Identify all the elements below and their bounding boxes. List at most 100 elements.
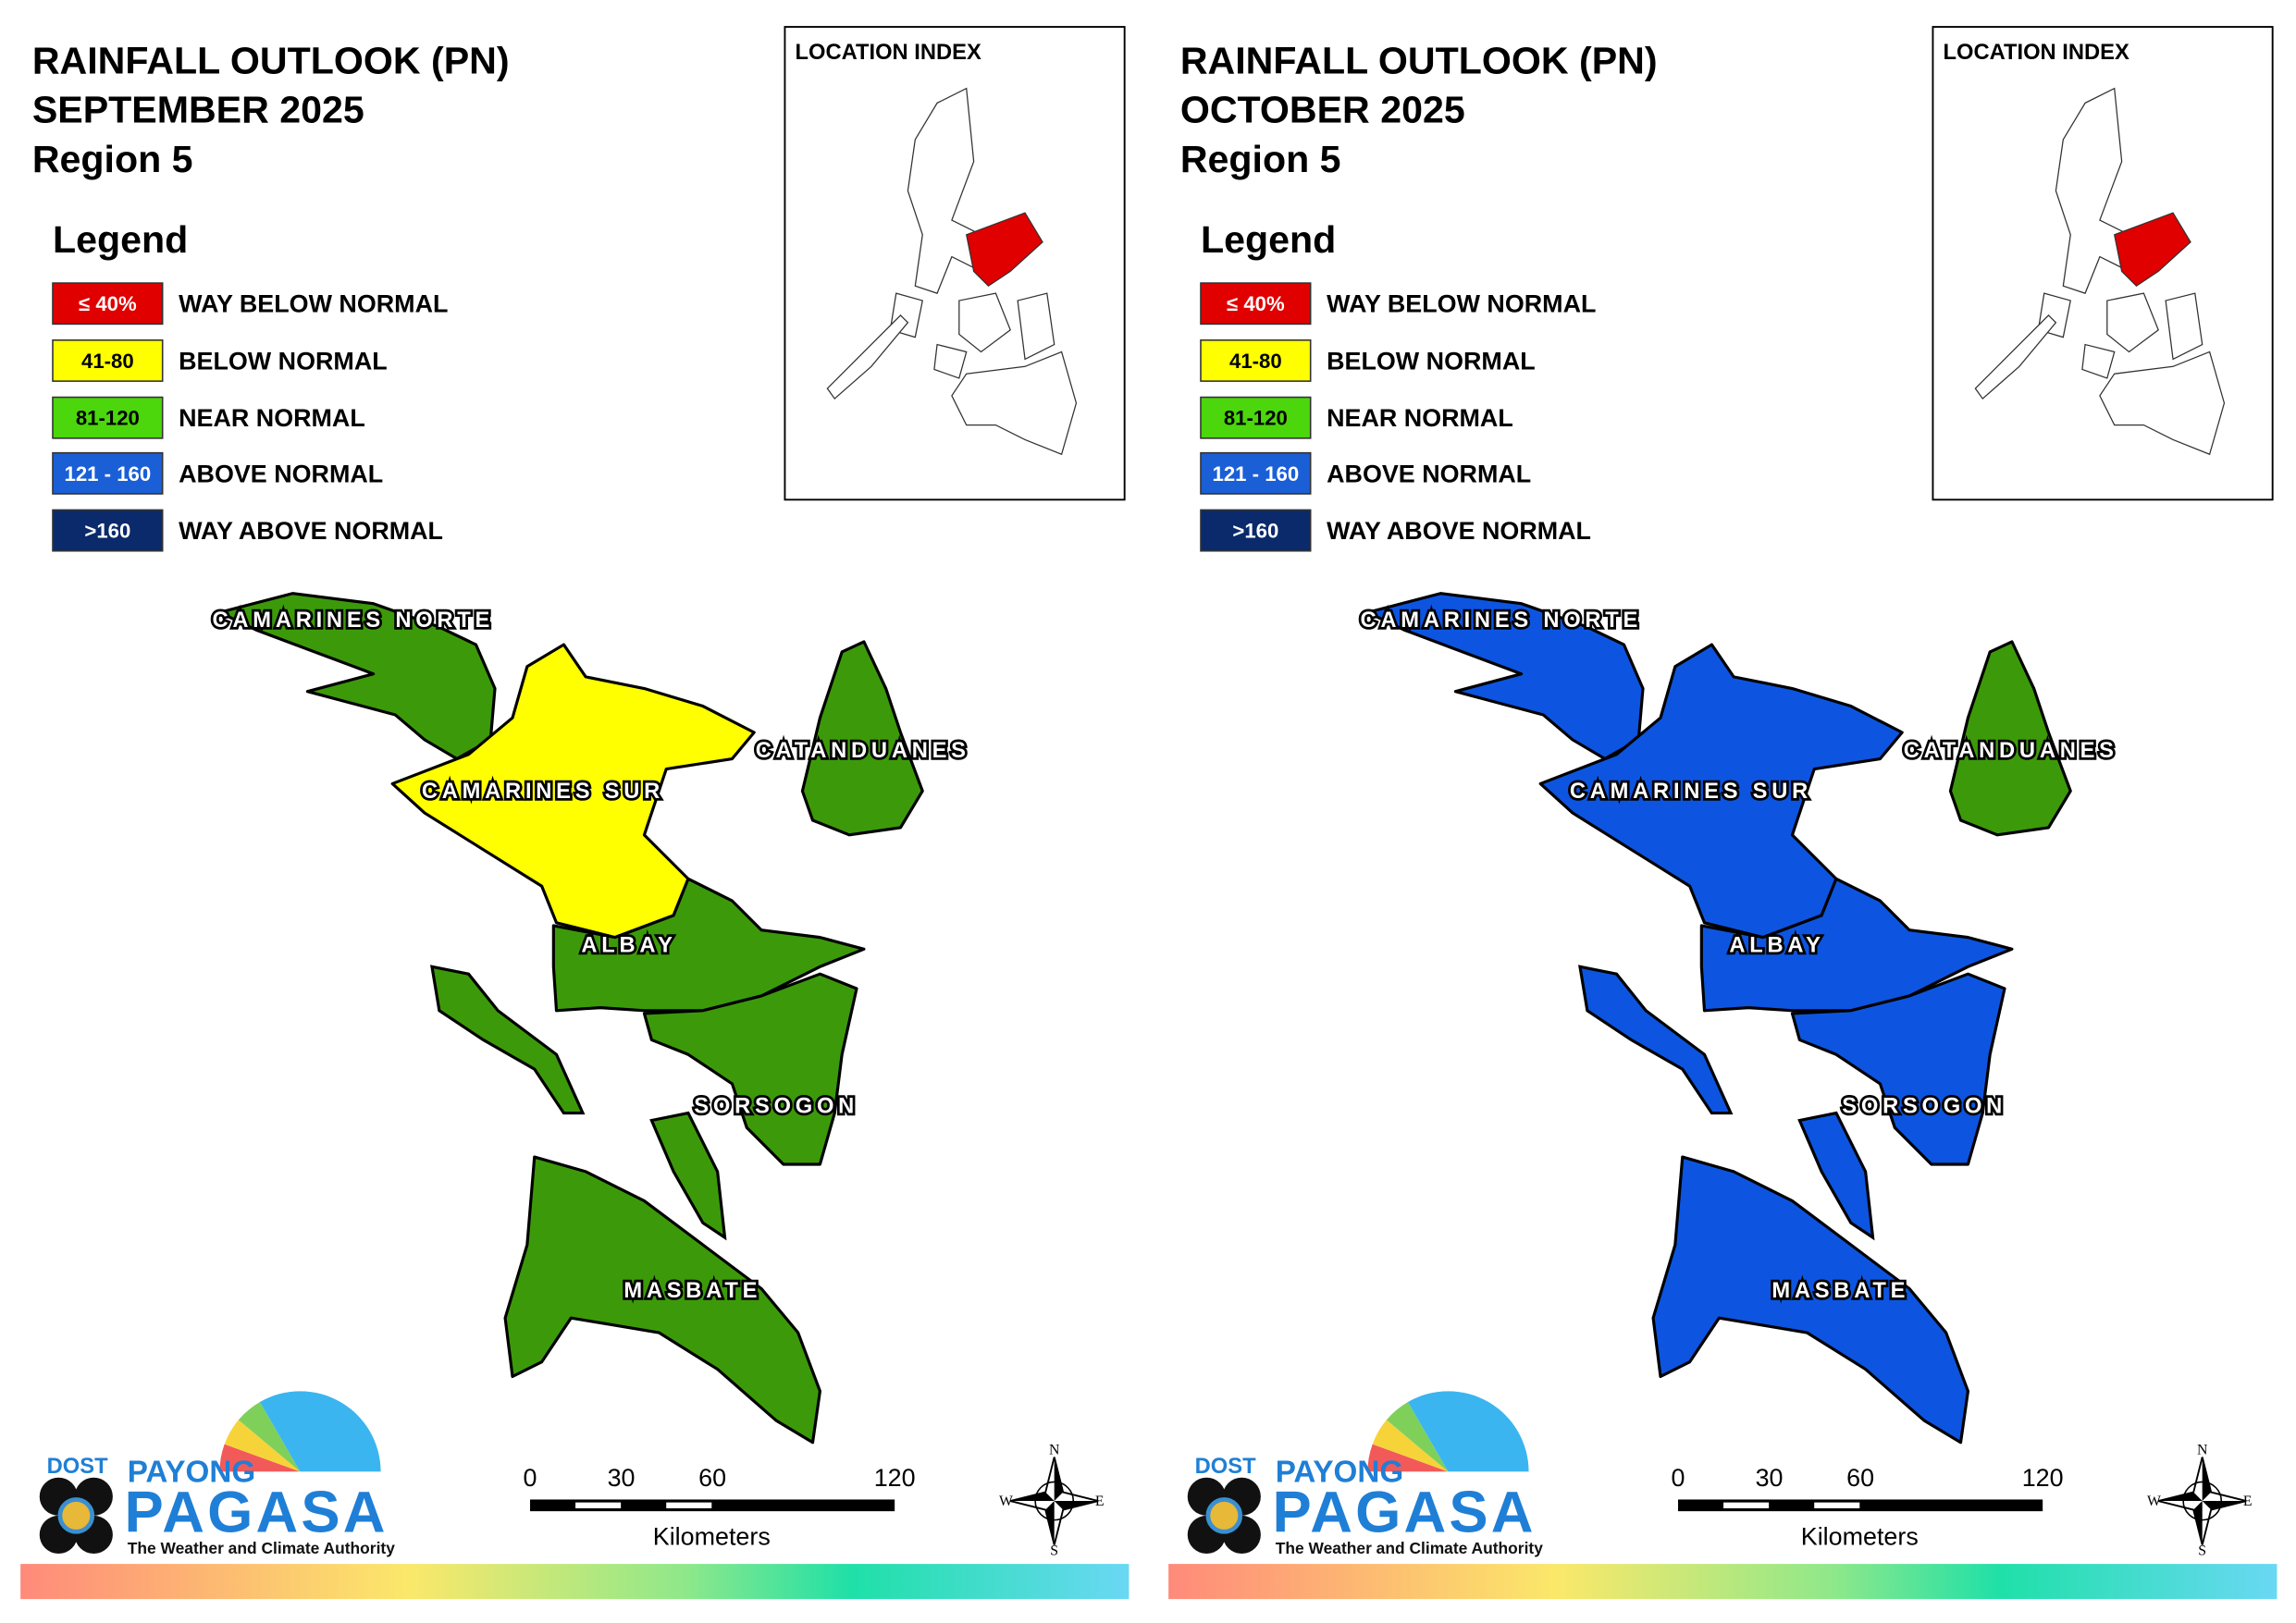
compass-letter: W [2147, 1494, 2161, 1509]
scale-tick-label: 30 [1756, 1464, 1784, 1492]
legend-swatch [52, 396, 164, 439]
scale-tick-label: 60 [698, 1464, 726, 1492]
legend-range: 81-120 [1224, 407, 1288, 430]
legend-range: 81-120 [76, 407, 140, 430]
color-strip [1168, 1564, 2277, 1600]
logo-agency: DOST [1195, 1455, 1256, 1479]
province-label: ALBAY [581, 933, 676, 957]
compass-letter: N [2197, 1442, 2208, 1457]
scale-tick-label: 120 [2022, 1464, 2064, 1492]
province [1699, 877, 2014, 1013]
scale-segment [666, 1502, 712, 1508]
legend-range: 121 - 160 [1213, 462, 1300, 486]
compass-letter: N [1049, 1442, 1060, 1457]
scale-segment [575, 1502, 622, 1508]
province [1790, 972, 2006, 1166]
legend-swatch [52, 509, 164, 552]
title-line: RAINFALL OUTLOOK (PN) [32, 40, 510, 82]
province-label: MASBATE [1771, 1279, 1909, 1303]
province-label: CATANDUANES [1904, 739, 2118, 763]
country-outline [1017, 292, 1055, 361]
province-label: CAMARINES NORTE [1361, 609, 1643, 633]
country-outline [1974, 314, 2057, 400]
province [1948, 640, 2072, 837]
province [217, 592, 497, 761]
compass-letter: E [1095, 1494, 1105, 1509]
region-highlight [965, 212, 1043, 288]
legend-label: ABOVE NORMAL [179, 460, 383, 487]
province-label: ALBAY [1729, 933, 1824, 957]
province [390, 643, 756, 940]
compass-ring [2182, 1481, 2223, 1521]
legend-range: ≤ 40% [1227, 292, 1285, 315]
country-outline [933, 343, 968, 379]
logo-mask [216, 1471, 393, 1560]
panel: RAINFALL OUTLOOK (PN) SEPTEMBER 2025 Regio… [20, 26, 1129, 1600]
island [649, 1111, 727, 1241]
compass-fill [2158, 1457, 2247, 1545]
logo-umbrella [238, 1401, 301, 1472]
legend-label: WAY BELOW NORMAL [1327, 290, 1596, 318]
panel: RAINFALL OUTLOOK (PN) OCTOBER 2025 Region … [1168, 26, 2277, 1600]
scale-tick-label: 0 [1672, 1464, 1685, 1492]
legend-label: WAY BELOW NORMAL [179, 290, 448, 318]
location-index-title: LOCATION INDEX [796, 41, 981, 65]
logo-umbrella [1386, 1401, 1449, 1472]
logo-umbrella [1407, 1391, 1529, 1472]
compass-letter: S [1050, 1543, 1058, 1559]
province [1365, 592, 1645, 761]
province [642, 972, 858, 1166]
island [430, 965, 586, 1115]
legend-title: Legend [1201, 218, 1336, 261]
province-label: CATANDUANES [756, 739, 970, 763]
logo-top: PAYONG [1276, 1455, 1404, 1489]
scale-tick-label: 60 [1846, 1464, 1874, 1492]
logo-tagline: The Weather and Climate Authority [128, 1539, 395, 1557]
legend-title: Legend [53, 218, 188, 261]
compass-letter: S [2198, 1543, 2206, 1559]
legend-label: ABOVE NORMAL [1327, 460, 1531, 487]
legend-label: NEAR NORMAL [179, 404, 365, 432]
legend-label: WAY ABOVE NORMAL [179, 517, 443, 545]
legend-range: 41-80 [1229, 350, 1282, 373]
province-label: CAMARINES NORTE [213, 609, 495, 633]
legend-range: ≤ 40% [79, 292, 137, 315]
legend-swatch [1200, 451, 1312, 495]
province-label: CAMARINES SUR [1570, 780, 1812, 804]
province [551, 877, 866, 1013]
logo-top: PAYONG [128, 1455, 256, 1489]
region-highlight [2113, 212, 2191, 288]
province [800, 640, 924, 837]
title-line: SEPTEMBER 2025 [32, 89, 364, 131]
scale-unit: Kilometers [653, 1523, 771, 1551]
legend-label: NEAR NORMAL [1327, 404, 1513, 432]
legend-swatch [52, 282, 164, 326]
legend-swatch [1200, 509, 1312, 552]
country-outline [2081, 343, 2116, 379]
logo-tagline: The Weather and Climate Authority [1276, 1539, 1543, 1557]
legend-swatch [52, 339, 164, 382]
scale-tick-label: 30 [608, 1464, 636, 1492]
legend-swatch [1200, 282, 1312, 326]
country-outline [2165, 292, 2203, 361]
title-line: RAINFALL OUTLOOK (PN) [1180, 40, 1658, 82]
compass-ring [1034, 1481, 1075, 1521]
legend-range: 41-80 [81, 350, 134, 373]
logo-umbrella [259, 1391, 381, 1472]
logo-seal [1205, 1497, 1243, 1534]
logo-agency: DOST [47, 1455, 108, 1479]
legend-range: >160 [84, 519, 130, 542]
legend-range: >160 [1232, 519, 1278, 542]
logo-mask [1364, 1471, 1541, 1560]
island [1578, 965, 1734, 1115]
province-label: CAMARINES SUR [422, 780, 664, 804]
title-line: Region 5 [32, 138, 193, 180]
legend-swatch [1200, 339, 1312, 382]
scale-segment [1723, 1502, 1770, 1508]
legend-swatch [1200, 396, 1312, 439]
legend-range: 121 - 160 [65, 462, 152, 486]
country-outline [958, 292, 1011, 353]
province [503, 1155, 822, 1445]
logo-name: PAGASA [125, 1480, 389, 1544]
